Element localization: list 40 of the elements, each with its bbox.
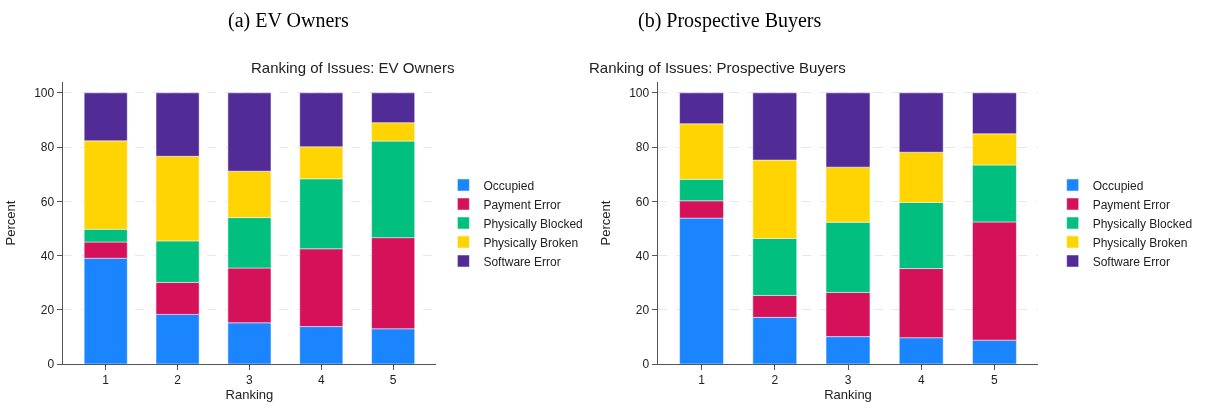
x-tick-label: 3 <box>246 373 254 388</box>
y-tick-label: 40 <box>40 248 55 263</box>
y-tick-label: 0 <box>47 357 55 372</box>
y-tick-label: 40 <box>635 248 650 263</box>
legend-label: Payment Error <box>1092 197 1171 212</box>
y-tick-label: 80 <box>40 140 55 155</box>
legend-label: Software Error <box>483 254 561 269</box>
y-tick-label: 60 <box>635 194 650 209</box>
legend-label: Physically Broken <box>483 235 579 250</box>
y-axis-title: Percent <box>3 200 19 246</box>
legend-label: Occupied <box>1092 178 1144 193</box>
x-axis-title: Ranking <box>824 387 872 403</box>
legend-label: Physically Broken <box>1092 235 1188 250</box>
legend-label: Software Error <box>1092 254 1171 269</box>
x-tick-label: 1 <box>102 373 110 388</box>
x-tick-label: 1 <box>698 373 706 388</box>
x-axis-title: Ranking <box>225 387 274 403</box>
y-tick-label: 80 <box>635 140 650 155</box>
x-tick-label: 5 <box>389 373 397 388</box>
x-tick-label: 4 <box>917 373 925 388</box>
chart-title: (b) Prospective Buyers <box>638 9 822 32</box>
y-tick-label: 0 <box>642 357 650 372</box>
chart-subtitle: Ranking of Issues: Prospective Buyers <box>589 59 846 76</box>
legend-label: Occupied <box>483 178 535 193</box>
y-tick-label: 100 <box>629 86 650 101</box>
y-tick-label: 100 <box>34 86 55 101</box>
chart-title: (a) EV Owners <box>228 9 349 32</box>
x-tick-label: 2 <box>174 373 182 388</box>
y-axis-title: Percent <box>598 200 614 246</box>
x-tick-label: 3 <box>844 373 852 388</box>
legend-label: Physically Blocked <box>483 216 583 231</box>
legend-label: Payment Error <box>483 197 561 212</box>
x-tick-label: 5 <box>991 373 999 388</box>
x-tick-label: 4 <box>317 373 325 388</box>
x-tick-label: 2 <box>771 373 779 388</box>
y-tick-label: 20 <box>635 302 650 317</box>
y-tick-label: 20 <box>40 302 55 317</box>
y-tick-label: 60 <box>40 194 55 209</box>
chart-subtitle: Ranking of Issues: EV Owners <box>251 59 455 76</box>
legend-label: Physically Blocked <box>1092 216 1193 231</box>
